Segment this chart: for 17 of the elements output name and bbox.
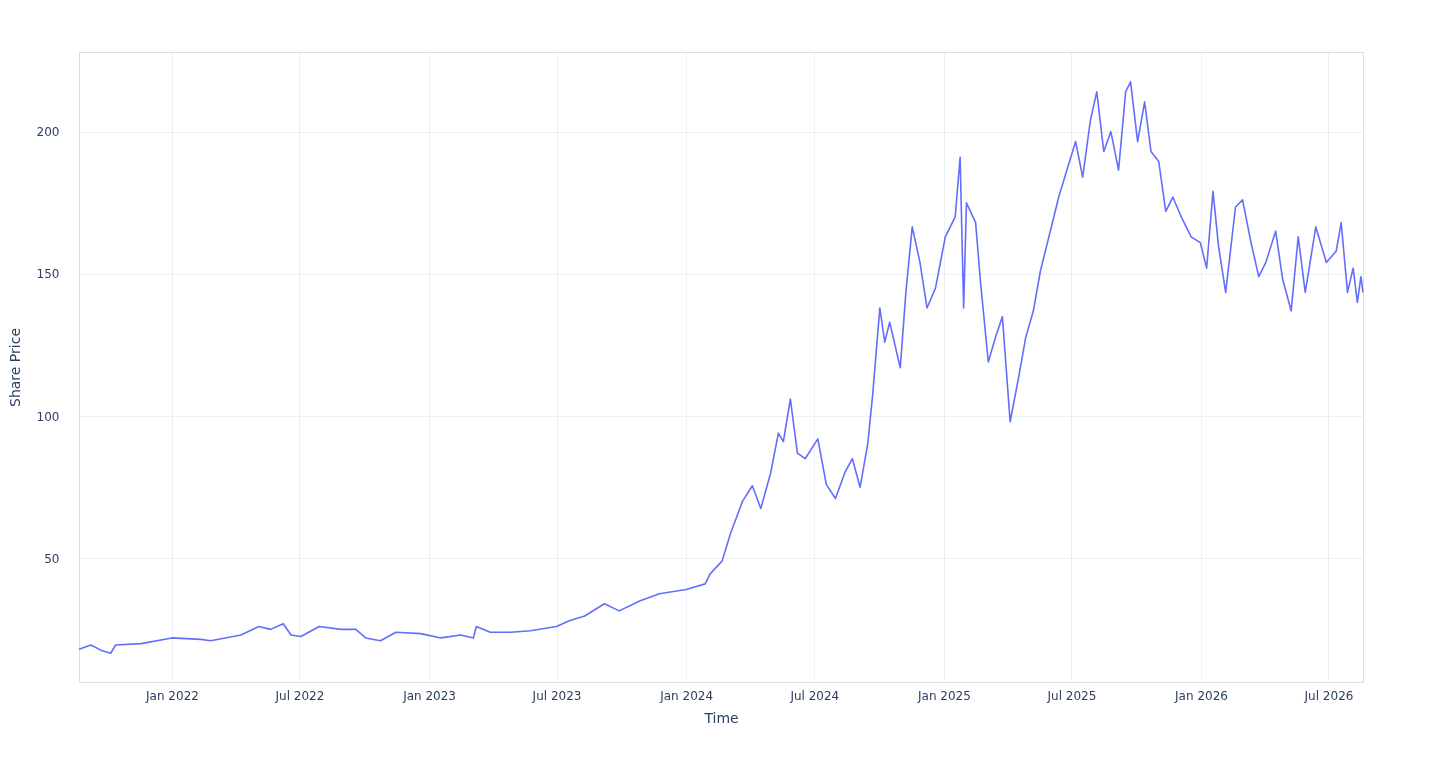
x-axis-title: Time xyxy=(703,709,739,726)
y-axis-title: Share Price xyxy=(6,327,23,408)
line-series xyxy=(78,81,1364,655)
y-tick-label: 100 xyxy=(36,409,60,424)
x-tick-label: Jul 2026 xyxy=(1303,688,1354,703)
x-tick-label: Jul 2023 xyxy=(531,688,582,703)
y-tick-label: 150 xyxy=(36,267,60,282)
x-tick-label: Jan 2022 xyxy=(145,688,199,703)
x-tick-label: Jul 2024 xyxy=(789,688,840,703)
x-tick-label: Jan 2024 xyxy=(659,688,714,703)
x-tick-label: Jan 2025 xyxy=(916,688,971,703)
y-tick-label: 50 xyxy=(44,551,60,566)
x-tick-label: Jan 2023 xyxy=(402,688,456,703)
x-tick-label: Jul 2022 xyxy=(274,688,325,703)
x-tick-label: Jan 2026 xyxy=(1174,688,1228,703)
y-tick-label: 200 xyxy=(36,125,60,140)
x-tick-label: Jul 2025 xyxy=(1046,688,1097,703)
